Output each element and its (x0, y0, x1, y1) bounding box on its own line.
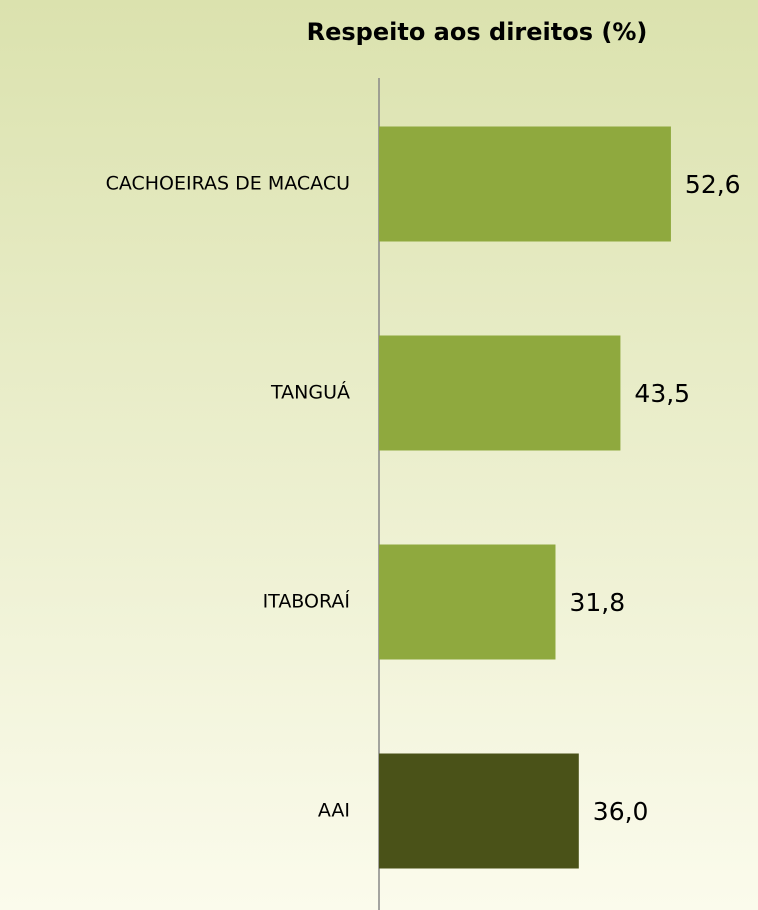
chart-title: Respeito aos direitos (%) (307, 18, 648, 46)
bar (379, 753, 579, 869)
category-label: CACHOEIRAS DE MACACU (106, 173, 350, 195)
bar (379, 544, 556, 660)
category-label: ITABORAÍ (263, 590, 351, 613)
value-label: 36,0 (593, 797, 649, 826)
bar (379, 126, 671, 242)
category-label: TANGUÁ (270, 381, 350, 404)
value-label: 52,6 (685, 170, 741, 199)
value-label: 31,8 (569, 588, 625, 617)
bar (379, 335, 621, 451)
category-label: AAI (318, 800, 350, 822)
value-label: 43,5 (634, 379, 690, 408)
